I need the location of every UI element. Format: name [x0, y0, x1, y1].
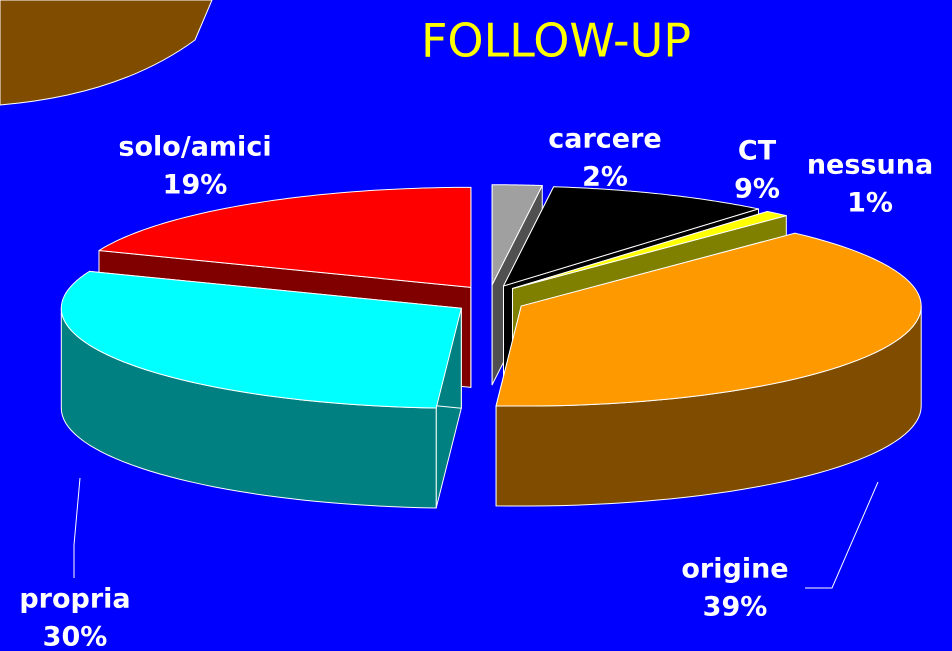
slice [60, 270, 462, 509]
slice-value-label: 19% [163, 170, 228, 201]
leader-line [73, 477, 81, 578]
slice-value-label: 30% [43, 622, 108, 651]
slice-value-label: 2% [582, 162, 628, 193]
slice [495, 232, 922, 507]
slice-top [495, 232, 922, 407]
slice-label: CT [738, 136, 777, 167]
slice-value-label: 9% [734, 174, 780, 205]
slice-label: nessuna [807, 150, 933, 181]
slice-top [491, 184, 543, 286]
chart-title: FOLLOW-UP [421, 14, 691, 68]
slice-label: carcere [548, 124, 661, 155]
slice-label: origine [681, 554, 788, 585]
slice-top [503, 186, 759, 287]
slice-label: solo/amici [118, 132, 271, 163]
slice-label: propria [19, 584, 130, 615]
slice-top [60, 270, 462, 409]
slice-top [511, 210, 787, 290]
leader-line [805, 481, 879, 589]
partial-shape [0, 0, 213, 106]
slice-value-label: 39% [703, 592, 768, 623]
slice-value-label: 1% [847, 188, 893, 219]
slice-top [98, 186, 472, 288]
